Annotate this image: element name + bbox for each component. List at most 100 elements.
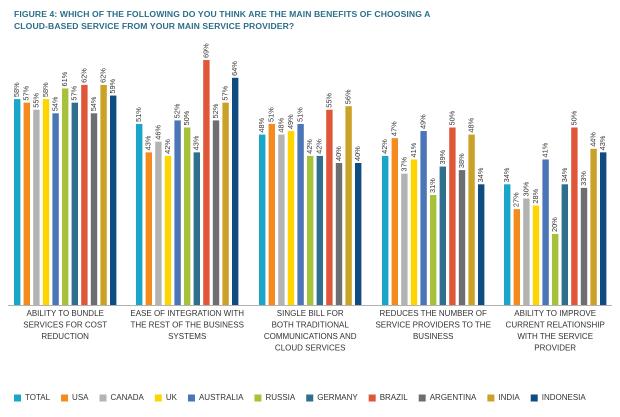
value-label: 42% [163, 139, 172, 154]
value-label: 54% [89, 96, 98, 111]
value-label: 59% [108, 78, 117, 93]
value-label: 34% [476, 167, 485, 182]
legend-label: CANADA [111, 393, 145, 402]
value-label: 47% [390, 121, 399, 136]
bar [184, 127, 191, 305]
bar [468, 134, 475, 305]
value-label: 42% [305, 139, 314, 154]
bar [430, 194, 437, 305]
category-label: REDUCTION [41, 332, 89, 341]
value-label: 41% [409, 142, 418, 157]
bar [532, 205, 540, 305]
bar [571, 127, 578, 305]
bar [62, 88, 69, 305]
value-label: 58% [12, 82, 21, 97]
bar [23, 102, 30, 306]
bar [478, 184, 485, 305]
bar [449, 127, 456, 305]
value-label: 52% [211, 103, 220, 118]
legend-label: TOTAL [25, 393, 51, 402]
value-label: 62% [79, 68, 88, 83]
value-label: 42% [380, 139, 389, 154]
value-label: 49% [419, 114, 428, 129]
bar [420, 131, 427, 305]
legend-label: AUSTRALIA [199, 393, 244, 402]
bar [561, 184, 568, 305]
category-label: EASE OF INTEGRATION WITH [130, 309, 244, 318]
bar [81, 84, 88, 306]
bar [439, 166, 446, 305]
value-label: 51% [267, 107, 276, 122]
value-labels: 58% 57% 55%58%54%61%57%62%54%62%59%51%43%4… [12, 43, 607, 232]
chart-title-line: FIGURE 4: WHICH OF THE FOLLOWING DO YOU … [14, 9, 431, 19]
legend-label: RUSSIA [265, 393, 295, 402]
value-label: 38% [457, 153, 466, 168]
value-label: 55% [324, 93, 333, 108]
category-label: WITH THE SERVICE [517, 332, 593, 341]
value-label: 57% [70, 85, 79, 100]
bar [382, 155, 389, 305]
value-label: 49% [286, 114, 295, 129]
value-label: 57% [221, 85, 230, 100]
category-label: BUSINESS [413, 332, 453, 341]
value-label: 69% [201, 43, 210, 58]
value-label: 33% [579, 171, 588, 186]
value-label: 34% [502, 167, 511, 182]
legend-swatch [99, 394, 107, 402]
category-label: SYSTEMS [168, 332, 206, 341]
bar [14, 99, 21, 305]
category-label: REDUCES THE NUMBER OF [379, 309, 487, 318]
bar [232, 77, 239, 305]
chart-title-line: CLOUD-BASED SERVICE FROM YOUR MAIN SERVI… [14, 21, 295, 31]
bar [335, 163, 343, 305]
legend-label: INDONESIA [542, 393, 587, 402]
value-label: 58% [41, 82, 50, 97]
bar [355, 163, 362, 305]
bar [71, 102, 78, 306]
bar [410, 159, 418, 305]
value-label: 54% [51, 96, 60, 111]
value-label: 56% [344, 89, 353, 104]
legend-swatch [487, 394, 495, 402]
legend-label: UK [166, 393, 178, 402]
value-label: 34% [560, 167, 569, 182]
category-label: ABILITY TO BUNDLE [27, 309, 104, 318]
legend-label: GERMANY [317, 393, 358, 402]
bar [90, 113, 98, 305]
bar [110, 95, 117, 305]
value-label: 51% [296, 107, 305, 122]
category-label: THE REST OF THE BUSINESS [130, 321, 244, 330]
bar [326, 109, 333, 305]
value-label: 43% [598, 135, 607, 150]
value-label: 48% [257, 117, 266, 132]
legend-swatch [14, 394, 21, 402]
category-label: CURRENT RELATIONSHIP [506, 321, 605, 330]
bar [52, 113, 59, 305]
bar [345, 106, 352, 305]
category-label: PROVIDER [534, 344, 576, 353]
value-label: 30% [521, 181, 530, 196]
bar [316, 155, 323, 305]
value-label: 61% [60, 71, 69, 86]
bar [145, 152, 152, 305]
legend-label: USA [72, 393, 89, 402]
bar [33, 109, 40, 305]
value-label: 55% [31, 93, 40, 108]
value-label: 50% [447, 110, 456, 125]
chart-title: FIGURE 4: WHICH OF THE FOLLOWING DO YOU … [14, 8, 574, 32]
bar [174, 120, 181, 306]
value-label: 62% [99, 68, 108, 83]
legend-label: INDIA [498, 393, 520, 402]
bar [212, 120, 220, 306]
value-label: 42% [315, 139, 324, 154]
bar [222, 102, 229, 306]
value-label: 43% [144, 135, 153, 150]
value-label: 28% [531, 188, 540, 203]
bar [600, 152, 607, 305]
legend-swatch [530, 394, 538, 402]
legend-swatch [368, 394, 376, 402]
bar [542, 159, 549, 305]
value-label: 57% [22, 85, 31, 100]
bar [203, 60, 210, 305]
